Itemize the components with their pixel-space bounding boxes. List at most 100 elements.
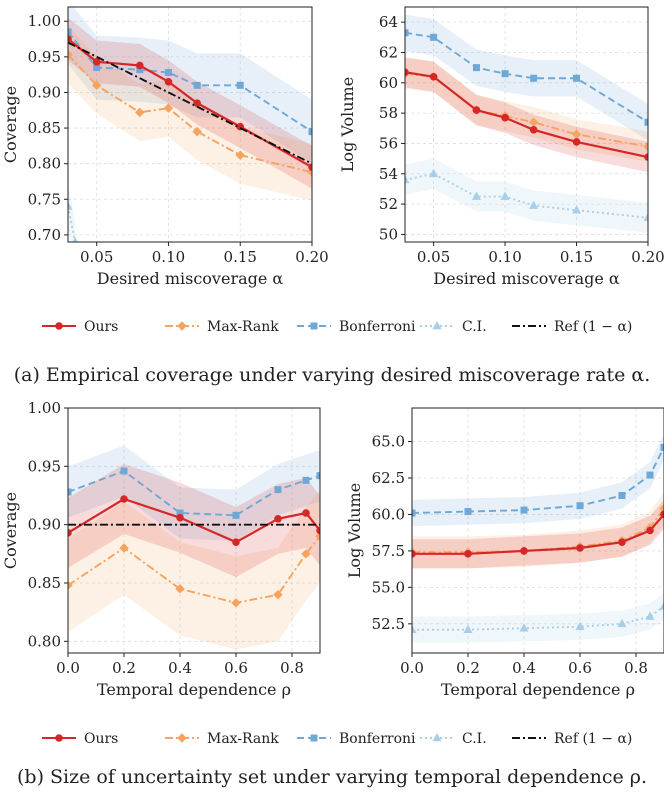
data-point-c-i [659, 601, 664, 610]
data-point-bonferroni [618, 492, 626, 499]
data-point-bonferroni [430, 33, 438, 41]
data-point-c-i [471, 191, 482, 200]
data-point-c-i [617, 618, 627, 628]
plot-area [412, 434, 664, 643]
legend-marker-ours [55, 734, 63, 742]
data-point-max-rank [119, 543, 129, 553]
y-tick-label: 0.75 [28, 190, 61, 208]
data-point-ours [274, 515, 282, 523]
data-point-ours [232, 538, 240, 546]
data-point-bonferroni [274, 486, 282, 494]
y-tick-label: 0.85 [28, 574, 61, 592]
data-point-bonferroni [530, 74, 538, 82]
data-point-max-rank [315, 531, 320, 542]
axes-frame [67, 6, 313, 243]
legend-label-ours: Ours [84, 319, 118, 335]
y-tick-label: 62.5 [372, 469, 405, 487]
x-tick-label: 0.05 [80, 248, 113, 266]
data-point-bonferroni [193, 81, 201, 89]
data-point-c-i [575, 621, 585, 631]
axes-frame [67, 407, 321, 654]
legend-label-bonferroni: Bonferroni [339, 319, 416, 335]
band-c-i [68, 185, 76, 242]
x-axis-label: Desired miscoverage α [97, 269, 284, 288]
legend-a: Ours Max-Rank Bonferroni C.I. Ref (1 − α) [42, 319, 632, 335]
data-point-max-rank [301, 549, 311, 559]
y-tick-label: 62 [379, 43, 398, 61]
data-point-ours [135, 61, 144, 70]
y-tick-label: 1.00 [28, 399, 61, 417]
data-point-ours [472, 106, 481, 114]
data-point-bonferroni [644, 118, 648, 126]
data-point-max-rank [192, 126, 202, 137]
x-tick-label: 0.6 [568, 659, 592, 677]
x-tick-label: 0.20 [295, 248, 328, 266]
legend-label-ref-1: Ref (1 − α) [554, 731, 632, 747]
axes-frame [411, 407, 664, 654]
band-c-i [412, 593, 664, 643]
x-tick-label: 0.0 [56, 659, 80, 677]
axes-frame [404, 6, 649, 243]
plot-area [405, 14, 648, 233]
legend-label-c-i: C.I. [462, 731, 487, 747]
y-tick-label: 50 [379, 225, 398, 243]
data-point-c-i [412, 624, 417, 633]
legend-marker-ours [55, 322, 63, 330]
data-point-bonferroni [464, 508, 472, 516]
data-point-bonferroni [573, 74, 581, 82]
data-point-max-rank [91, 80, 102, 91]
y-tick-label: 58 [379, 104, 398, 122]
data-point-ours [316, 526, 320, 535]
legend-marker-max-rank [177, 733, 187, 743]
band-max-rank [68, 489, 320, 650]
data-point-c-i [463, 624, 473, 633]
y-axis-label: Coverage [1, 492, 20, 569]
data-point-bonferroni [405, 29, 409, 37]
y-axis-label: Log Volume [345, 483, 364, 578]
legend-b: Ours Max-Rank Bonferroni C.I. Ref (1 − α) [42, 731, 632, 747]
legend-marker-max-rank [177, 321, 187, 331]
data-point-c-i [645, 611, 655, 620]
data-point-max-rank [68, 50, 73, 60]
y-axis-label: Log Volume [338, 77, 357, 172]
plot-area [68, 445, 320, 650]
series-line-c-i [68, 206, 77, 242]
band-bonferroni [68, 7, 312, 164]
data-point-bonferroni [232, 511, 240, 519]
x-axis-label: Desired miscoverage α [433, 269, 620, 288]
data-point-ours [520, 547, 528, 555]
data-point-c-i [519, 623, 529, 632]
data-point-max-rank [643, 141, 648, 152]
y-tick-label: 0.80 [28, 155, 61, 173]
data-point-bonferroni [68, 488, 72, 496]
x-tick-label: 0.0 [400, 659, 424, 677]
band-ours [68, 464, 320, 578]
y-tick-label: 0.90 [28, 83, 61, 101]
data-point-bonferroni [164, 69, 172, 77]
y-tick-label: 52.5 [372, 615, 405, 633]
chart-b-volume: 0.0 0.2 0.4 0.6 0.8 52.5 55.0 57.5 60.0 62.5 65.0 T… [345, 407, 664, 699]
chart-a-coverage: 0.05 0.10 0.15 0.20 0.70 0.75 0.80 0.85 0.90 0.95… [1, 6, 329, 288]
band-bonferroni [412, 434, 664, 527]
data-point-max-rank [273, 589, 283, 600]
band-max-rank [68, 26, 312, 201]
legend-label-c-i: C.I. [462, 319, 487, 335]
y-tick-label: 0.70 [28, 226, 61, 244]
x-tick-label: 0.15 [560, 248, 593, 266]
data-point-c-i [429, 168, 439, 178]
legend-label-max-rank: Max-Rank [207, 319, 279, 335]
x-tick-label: 0.2 [112, 659, 136, 677]
x-tick-label: 0.8 [624, 659, 648, 677]
data-point-c-i [500, 191, 510, 200]
band-c-i [405, 158, 648, 233]
data-point-ours [644, 153, 648, 161]
x-tick-label: 0.2 [456, 659, 480, 677]
legend-marker-c-i [432, 732, 442, 742]
data-point-bonferroni [520, 506, 528, 514]
legend-label-ours: Ours [84, 731, 118, 747]
y-tick-label: 0.90 [28, 516, 61, 534]
data-point-ours [660, 510, 664, 519]
x-axis-label: Temporal dependence ρ [441, 680, 635, 699]
data-point-bonferroni [576, 502, 584, 510]
caption-b: (b) Size of uncertainty set under varyin… [17, 766, 647, 788]
